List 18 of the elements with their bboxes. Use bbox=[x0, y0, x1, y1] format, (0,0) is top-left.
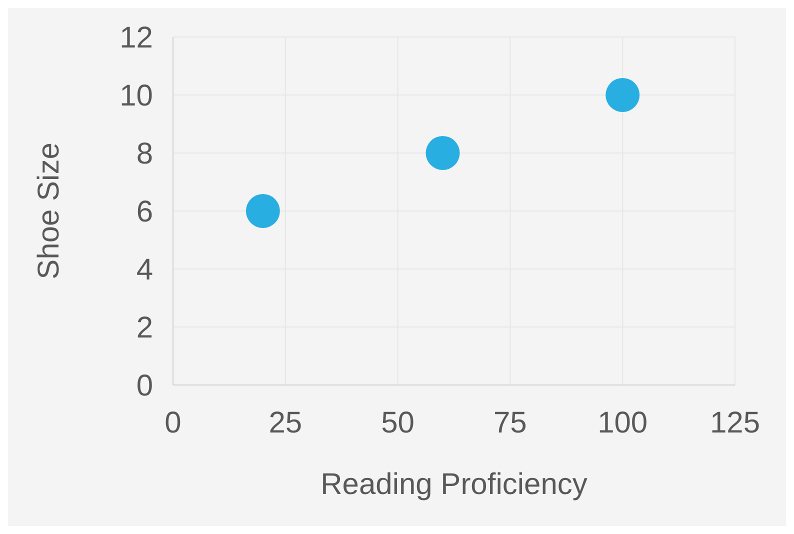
x-tick-label: 75 bbox=[494, 406, 527, 440]
x-tick-label: 125 bbox=[710, 406, 760, 440]
point bbox=[246, 194, 280, 228]
x-tick-label: 50 bbox=[381, 406, 414, 440]
point bbox=[606, 78, 640, 112]
y-tick-label: 8 bbox=[136, 138, 153, 171]
point bbox=[426, 136, 460, 170]
x-axis-title: Reading Proficiency bbox=[320, 468, 588, 501]
y-tick-label: 0 bbox=[136, 370, 153, 403]
x-tick-label: 0 bbox=[164, 406, 182, 440]
y-tick-label: 6 bbox=[136, 196, 153, 229]
y-tick-label: 10 bbox=[120, 80, 153, 113]
y-tick-label: 2 bbox=[136, 312, 153, 345]
y-tick-label: 12 bbox=[120, 22, 153, 55]
y-axis-title: Shoe Size bbox=[32, 142, 66, 280]
y-tick-label: 4 bbox=[136, 254, 153, 287]
x-tick-label: 25 bbox=[268, 406, 302, 440]
x-tick-label: 100 bbox=[598, 406, 648, 440]
